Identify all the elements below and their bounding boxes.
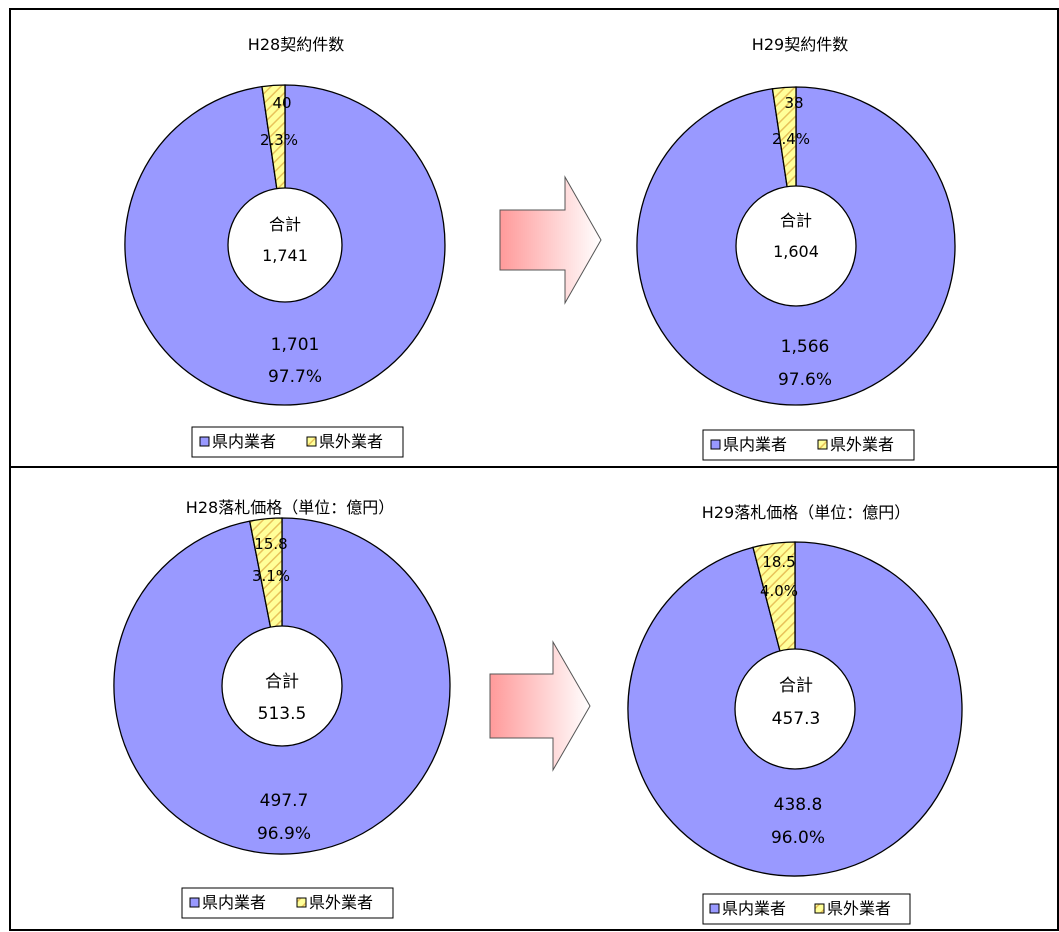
legend-swatch-inside [709,903,720,914]
legend-swatch-outside [296,897,307,908]
chart-h29-count: H29契約件数 合計 1,604 1,566 97.6% 38 2.4% 県内業… [636,35,956,461]
legend: 県内業者 県外業者 [702,429,915,461]
inside-value-label: 438.8 [774,795,823,815]
legend-label-outside: 県外業者 [830,435,894,454]
legend-label-outside: 県外業者 [309,893,373,912]
center-hole [227,187,343,303]
center-label: 合計 [265,672,299,692]
legend-swatch-outside [306,436,317,447]
center-hole [221,625,343,747]
legend-swatch-inside [710,439,721,450]
center-hole [734,648,856,770]
chart-title: H28落札価格（単位：億円） [186,498,394,517]
outside-percent-label: 2.3% [260,131,298,149]
center-total: 457.3 [772,709,821,729]
center-label: 合計 [269,215,301,234]
arrow-bottom [489,640,591,772]
center-total: 1,604 [773,242,819,261]
legend-label-outside: 県外業者 [319,432,383,451]
legend-swatch-inside [199,436,210,447]
legend-swatch-inside [189,897,200,908]
legend-swatch-outside [817,439,828,450]
legend-label-inside: 県内業者 [202,893,266,912]
outside-value-label: 40 [272,94,291,112]
inside-percent-label: 97.7% [268,367,322,387]
inside-value-label: 497.7 [260,791,309,811]
legend-label-inside: 県内業者 [723,435,787,454]
center-hole [735,185,857,307]
legend-label-inside: 県内業者 [212,432,276,451]
chart-title: H28契約件数 [248,35,344,54]
legend-swatch-outside [814,903,825,914]
outside-percent-label: 4.0% [760,582,798,600]
inside-percent-label: 96.0% [771,828,825,848]
inside-value-label: 1,566 [781,337,830,357]
chart-title: H29契約件数 [752,35,848,54]
legend: 県内業者 県外業者 [191,426,404,458]
legend: 県内業者 県外業者 [702,893,911,925]
center-label: 合計 [780,211,812,230]
chart-h28-price: H28落札価格（単位：億円） 合計 513.5 497.7 96.9% 15.8… [113,498,451,919]
center-total: 1,741 [262,246,308,265]
chart-h29-price: H29落札価格（単位：億円） 合計 457.3 438.8 96.0% 18.5… [627,503,963,925]
legend: 県内業者 県外業者 [181,887,394,919]
arrow-top [499,175,602,305]
legend-label-outside: 県外業者 [827,899,891,918]
legend-box [181,887,394,919]
inside-percent-label: 97.6% [778,370,832,390]
outside-percent-label: 3.1% [252,567,290,585]
outside-value-label: 18.5 [762,553,795,571]
legend-box [702,429,915,461]
inside-percent-label: 96.9% [257,824,311,844]
inside-value-label: 1,701 [271,335,320,355]
outer-frame [9,8,1059,931]
legend-box [191,426,404,458]
center-total: 513.5 [258,704,307,724]
outside-value-label: 38 [784,94,803,112]
center-label: 合計 [779,676,813,696]
outside-value-label: 15.8 [254,535,287,553]
legend-box [702,893,911,925]
legend-label-inside: 県内業者 [722,899,786,918]
outside-percent-label: 2.4% [772,130,810,148]
chart-title: H29落札価格（単位：億円） [702,503,910,522]
chart-h28-count: H28契約件数 合計 1,741 1,701 97.7% 40 2.3% 県内業… [124,35,446,458]
